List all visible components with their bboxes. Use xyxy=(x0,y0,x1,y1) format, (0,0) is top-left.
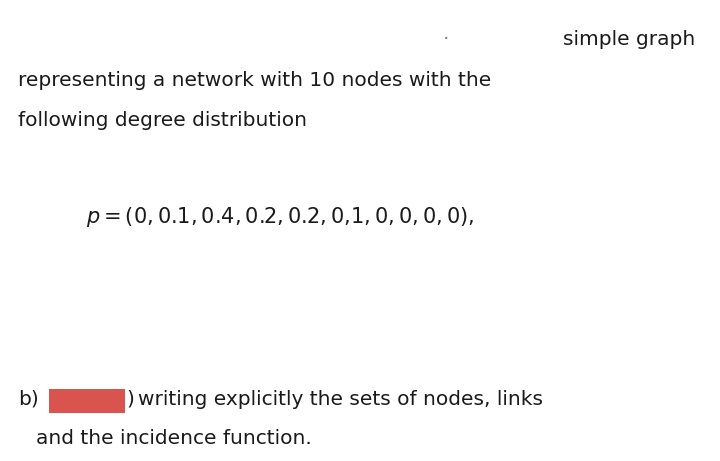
Text: b): b) xyxy=(18,390,39,408)
FancyBboxPatch shape xyxy=(49,389,125,413)
Text: simple graph: simple graph xyxy=(562,30,695,49)
Text: $p = (0, 0.1, 0.4, 0.2, 0.2, 0{,}1, 0, 0, 0, 0),$: $p = (0, 0.1, 0.4, 0.2, 0.2, 0{,}1, 0, 0… xyxy=(86,205,474,229)
Text: and the incidence function.: and the incidence function. xyxy=(36,429,312,448)
Text: writing explicitly the sets of nodes, links: writing explicitly the sets of nodes, li… xyxy=(138,390,544,408)
Text: representing a network with 10 nodes with the: representing a network with 10 nodes wit… xyxy=(18,71,491,90)
Text: following degree distribution: following degree distribution xyxy=(18,111,307,130)
Text: ·: · xyxy=(443,30,449,49)
Text: ): ) xyxy=(126,390,134,408)
